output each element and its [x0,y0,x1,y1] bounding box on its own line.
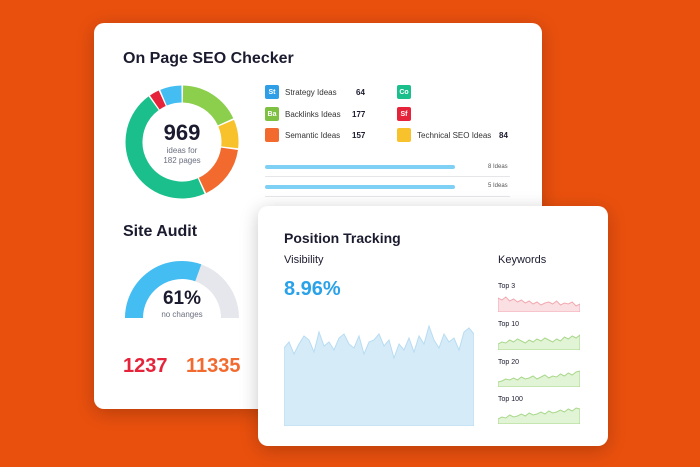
keyword-range-label: Top 3 [498,283,516,290]
legend-strategy-ideas[interactable]: St Strategy Ideas [265,85,337,99]
visibility-label: Visibility [284,254,324,266]
divider [265,196,510,197]
top100-sparkline [498,407,580,424]
legend-co[interactable]: Co [397,85,417,99]
legend-sf[interactable]: Sf [397,107,417,121]
gauge-center: 61% no changes [123,288,241,320]
ideas-caption-line1: ideas for [166,146,198,155]
seo-checker-title: On Page SEO Checker [123,50,294,67]
divider [265,176,510,177]
keywords-label: Keywords [498,254,547,266]
backlinks-swatch: Ba [265,107,279,121]
ideas-bar-label: 5 Ideas [488,183,508,189]
visibility-value: 8.96% [284,278,341,300]
ideas-bar-label: 8 Ideas [488,164,508,170]
top20-sparkline [498,370,580,387]
sparkline-area [498,407,580,424]
keyword-range-label: Top 10 [498,321,520,328]
audit-percent: 61% [162,288,202,309]
donut-segment[interactable] [182,85,234,126]
strategy-swatch: St [265,85,279,99]
site-audit-gauge [125,261,239,319]
position-tracking-card: Position Tracking Visibility 8.96% Keywo… [258,206,608,446]
legend-count: 157 [352,131,366,140]
keyword-range-label: Top 20 [498,359,520,366]
legend-label: Strategy Ideas [285,87,337,97]
audit-errors-count[interactable]: 1237 [123,355,168,377]
sparkline-area [498,296,580,312]
top3-sparkline [498,296,580,312]
legend-count: 177 [352,110,366,119]
gauge-fill [125,261,202,319]
semantic-swatch [265,128,279,142]
ideas-bar [265,185,455,189]
legend-semantic-ideas[interactable]: Semantic Ideas [265,128,340,142]
sparkline-area [498,370,580,387]
ideas-bar [265,165,455,169]
legend-count: 64 [356,88,365,97]
legend-label: Technical SEO Ideas [417,130,492,140]
donut-segment[interactable] [218,119,239,149]
donut-segment[interactable] [125,96,205,199]
legend-label: Backlinks Ideas [285,109,341,119]
sparkline-area [498,334,580,350]
donut-segment[interactable] [198,147,238,194]
legend-label: Semantic Ideas [285,130,341,140]
position-tracking-title: Position Tracking [284,230,401,246]
visibility-area-chart [284,324,474,426]
co-swatch: Co [397,85,411,99]
site-audit-title: Site Audit [123,223,198,240]
keyword-range-label: Top 100 [498,396,523,403]
technical-swatch [397,128,411,142]
donut-center: 969 ideas for 182 pages [123,120,241,166]
audit-subtitle: no changes [161,310,203,319]
top10-sparkline [498,334,580,350]
ideas-caption-line2: 182 pages [163,156,201,165]
legend-backlinks-ideas[interactable]: Ba Backlinks Ideas [265,107,341,121]
visibility-area [284,324,474,426]
donut-segment[interactable] [160,85,182,106]
ideas-total: 969 [163,120,201,145]
legend-count: 84 [499,131,508,140]
legend-technical-seo-ideas[interactable]: Technical SEO Ideas [397,128,491,142]
audit-warnings-count[interactable]: 11335 [186,355,241,377]
donut-segment[interactable] [149,90,166,110]
ideas-donut-chart [125,85,239,199]
sf-swatch: Sf [397,107,411,121]
